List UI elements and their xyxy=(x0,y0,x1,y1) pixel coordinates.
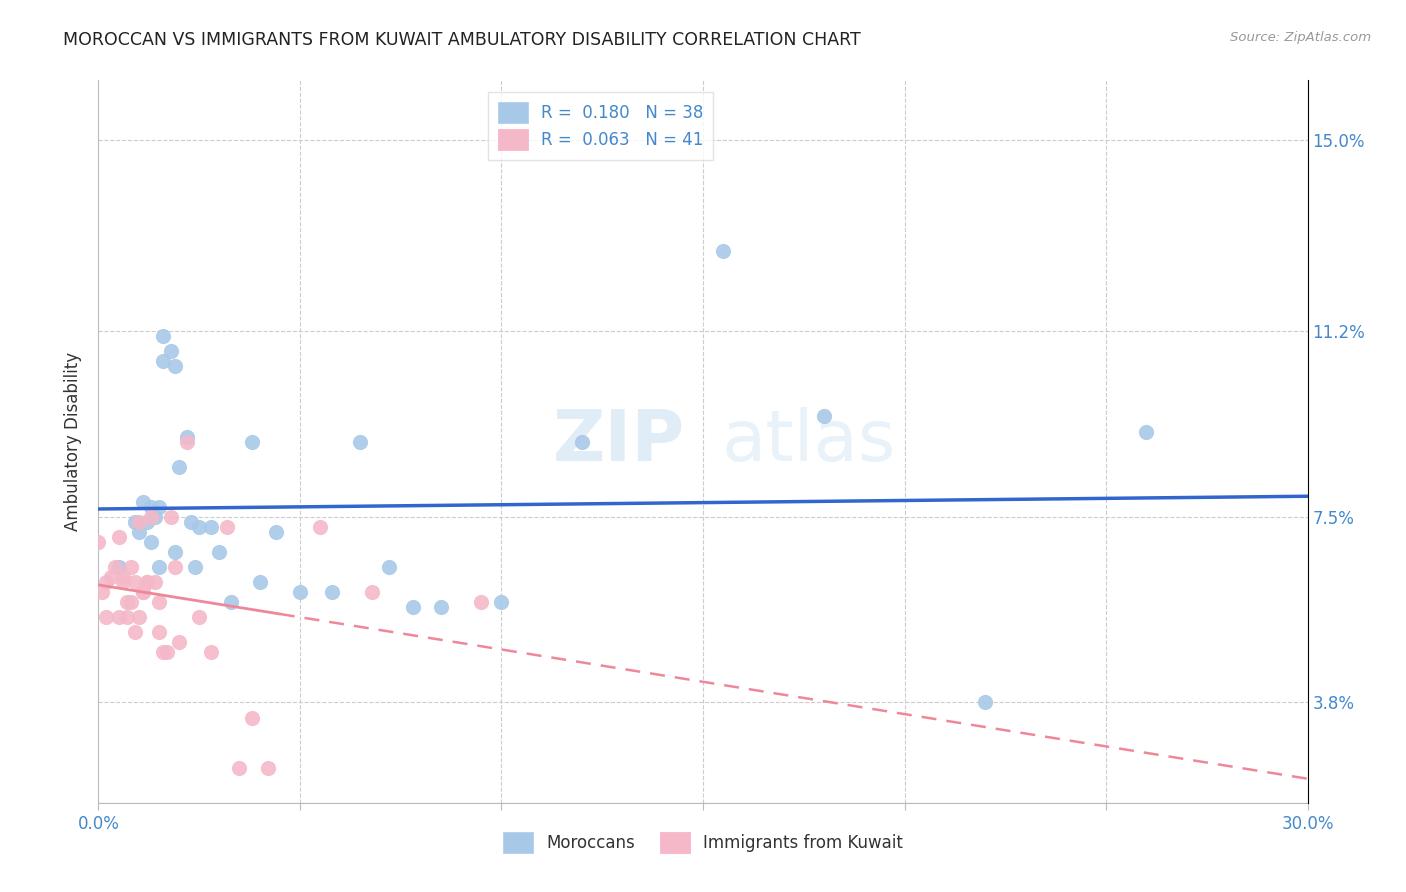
Point xyxy=(139,509,162,524)
Point xyxy=(200,520,222,534)
Point xyxy=(571,434,593,449)
Point xyxy=(111,570,134,584)
Point xyxy=(228,761,250,775)
Point xyxy=(124,575,146,590)
Point xyxy=(208,545,231,559)
Point xyxy=(430,600,453,615)
Point xyxy=(135,575,157,590)
Text: MOROCCAN VS IMMIGRANTS FROM KUWAIT AMBULATORY DISABILITY CORRELATION CHART: MOROCCAN VS IMMIGRANTS FROM KUWAIT AMBUL… xyxy=(63,31,860,49)
Point xyxy=(135,575,157,590)
Point xyxy=(321,585,343,599)
Point xyxy=(107,560,129,574)
Point xyxy=(176,434,198,449)
Point xyxy=(143,509,166,524)
Text: atlas: atlas xyxy=(721,407,896,476)
Point xyxy=(361,585,384,599)
Point xyxy=(184,560,207,574)
Text: ZIP: ZIP xyxy=(553,407,685,476)
Point xyxy=(148,625,170,640)
Point xyxy=(163,545,186,559)
Point xyxy=(100,570,122,584)
Point xyxy=(249,575,271,590)
Point xyxy=(107,610,129,624)
Point xyxy=(188,520,211,534)
Text: Source: ZipAtlas.com: Source: ZipAtlas.com xyxy=(1230,31,1371,45)
Point xyxy=(103,560,125,574)
Point xyxy=(128,515,150,529)
Point xyxy=(167,635,190,649)
Point xyxy=(120,595,142,609)
Point xyxy=(96,610,118,624)
Point xyxy=(813,409,835,424)
Point xyxy=(256,761,278,775)
Point xyxy=(217,520,239,534)
Point xyxy=(1135,425,1157,439)
Point xyxy=(132,585,155,599)
Point xyxy=(148,560,170,574)
Point xyxy=(148,595,170,609)
Point xyxy=(167,459,190,474)
Point xyxy=(135,515,157,529)
Point xyxy=(111,575,134,590)
Point xyxy=(160,344,183,359)
Point xyxy=(148,500,170,514)
Point xyxy=(377,560,399,574)
Point xyxy=(349,434,371,449)
Point xyxy=(221,595,243,609)
Point xyxy=(152,645,174,659)
Point xyxy=(96,575,118,590)
Legend: Moroccans, Immigrants from Kuwait: Moroccans, Immigrants from Kuwait xyxy=(496,826,910,860)
Point xyxy=(163,560,186,574)
Point xyxy=(128,524,150,539)
Y-axis label: Ambulatory Disability: Ambulatory Disability xyxy=(65,352,83,531)
Point xyxy=(139,534,162,549)
Point xyxy=(132,494,155,508)
Point xyxy=(107,530,129,544)
Point xyxy=(152,354,174,368)
Point xyxy=(152,329,174,343)
Point xyxy=(128,610,150,624)
Point xyxy=(176,429,198,443)
Point xyxy=(115,610,138,624)
Point xyxy=(87,534,110,549)
Point xyxy=(711,244,734,258)
Point xyxy=(132,585,155,599)
Point xyxy=(309,520,332,534)
Point xyxy=(402,600,425,615)
Point xyxy=(156,645,179,659)
Point xyxy=(491,595,513,609)
Point xyxy=(139,500,162,514)
Point xyxy=(163,359,186,374)
Point xyxy=(91,585,114,599)
Point xyxy=(124,625,146,640)
Point xyxy=(974,696,997,710)
Point xyxy=(470,595,492,609)
Point xyxy=(188,610,211,624)
Point xyxy=(124,515,146,529)
Point xyxy=(240,434,263,449)
Point xyxy=(160,509,183,524)
Point xyxy=(115,595,138,609)
Point xyxy=(264,524,287,539)
Point xyxy=(143,575,166,590)
Point xyxy=(120,560,142,574)
Point xyxy=(180,515,202,529)
Point xyxy=(288,585,311,599)
Point xyxy=(240,710,263,724)
Point xyxy=(200,645,222,659)
